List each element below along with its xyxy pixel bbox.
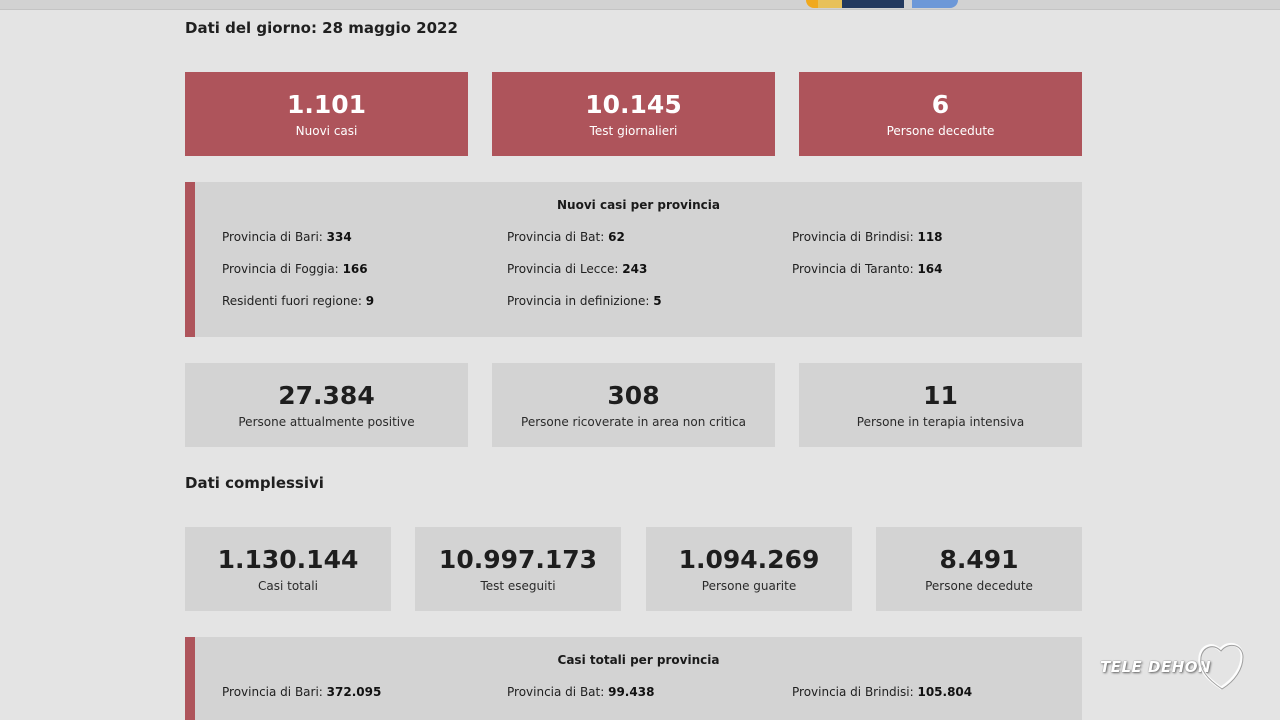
tv-channel-watermark: TELE DEHON [1100, 638, 1260, 698]
province-item-bat: Provincia di Bat: 62 [507, 230, 625, 244]
logo-fragment [806, 0, 818, 8]
stat-value: 8.491 [939, 545, 1019, 574]
province-item-brindisi: Provincia di Brindisi: 105.804 [792, 685, 972, 699]
stat-label: Test eseguiti [480, 579, 556, 593]
province-value: 164 [917, 262, 943, 276]
province-label: Provincia di Bari: [222, 685, 323, 699]
province-label: Provincia di Bat: [507, 230, 605, 244]
province-label: Provincia di Lecce: [507, 262, 619, 276]
province-item-bat: Provincia di Bat: 99.438 [507, 685, 654, 699]
stat-value: 10.997.173 [438, 545, 598, 574]
totals-section-title: Dati complessivi [185, 474, 324, 492]
stat-label: Persone ricoverate in area non critica [521, 415, 746, 429]
stat-card-hospitalized: 308 Persone ricoverate in area non criti… [492, 363, 775, 447]
province-item-bari: Provincia di Bari: 334 [222, 230, 352, 244]
province-value: 99.438 [608, 685, 655, 699]
province-label: Provincia di Brindisi: [792, 685, 914, 699]
watermark-text: TELE DEHON [1100, 658, 1212, 676]
stat-label: Nuovi casi [295, 124, 358, 138]
province-item-brindisi: Provincia di Brindisi: 118 [792, 230, 943, 244]
site-header-strip [0, 0, 1280, 10]
province-label: Provincia di Foggia: [222, 262, 339, 276]
panel-title: Nuovi casi per provincia [557, 198, 720, 212]
province-value: 105.804 [917, 685, 973, 699]
stat-value: 27.384 [278, 381, 375, 410]
stat-card-recovered: 1.094.269 Persone guarite [646, 527, 852, 611]
stat-value: 1.101 [286, 90, 367, 119]
province-value: 334 [326, 230, 352, 244]
stat-value: 1.094.269 [678, 545, 820, 574]
stat-card-new-cases: 1.101 Nuovi casi [185, 72, 468, 156]
new-cases-by-province-panel: Nuovi casi per provincia Provincia di Ba… [185, 182, 1082, 337]
province-value: 166 [342, 262, 368, 276]
stat-label: Casi totali [258, 579, 318, 593]
stat-card-daily-deaths: 6 Persone decedute [799, 72, 1082, 156]
stat-card-intensive-care: 11 Persone in terapia intensiva [799, 363, 1082, 447]
province-value: 372.095 [326, 685, 382, 699]
province-label: Provincia di Brindisi: [792, 230, 914, 244]
province-item-bari: Provincia di Bari: 372.095 [222, 685, 381, 699]
daily-section-title: Dati del giorno: 28 maggio 2022 [185, 19, 458, 37]
stat-label: Persone decedute [886, 124, 995, 138]
province-label: Provincia di Taranto: [792, 262, 914, 276]
province-label: Residenti fuori regione: [222, 294, 362, 308]
stat-card-currently-positive: 27.384 Persone attualmente positive [185, 363, 468, 447]
province-value: 62 [608, 230, 625, 244]
stat-label: Persone decedute [925, 579, 1033, 593]
province-item-undefined: Provincia in definizione: 5 [507, 294, 662, 308]
stat-value: 308 [607, 381, 660, 410]
province-value: 5 [653, 294, 662, 308]
logo-fragment [912, 0, 958, 8]
province-item-out-of-region: Residenti fuori regione: 9 [222, 294, 374, 308]
total-cases-by-province-panel: Casi totali per provincia Provincia di B… [185, 637, 1082, 720]
panel-title: Casi totali per provincia [557, 653, 720, 667]
stat-value: 1.130.144 [217, 545, 359, 574]
province-label: Provincia di Bari: [222, 230, 323, 244]
province-item-taranto: Provincia di Taranto: 164 [792, 262, 943, 276]
stat-value: 6 [931, 90, 950, 119]
province-item-foggia: Provincia di Foggia: 166 [222, 262, 368, 276]
stat-value: 10.145 [585, 90, 682, 119]
province-value: 118 [917, 230, 943, 244]
province-label: Provincia in definizione: [507, 294, 650, 308]
stat-label: Persone attualmente positive [238, 415, 415, 429]
stat-label: Persone in terapia intensiva [856, 415, 1025, 429]
stat-card-total-cases: 1.130.144 Casi totali [185, 527, 391, 611]
stat-card-daily-tests: 10.145 Test giornalieri [492, 72, 775, 156]
stat-value: 11 [923, 381, 958, 410]
stat-label: Test giornalieri [589, 124, 678, 138]
stat-card-total-tests: 10.997.173 Test eseguiti [415, 527, 621, 611]
province-value: 9 [365, 294, 375, 308]
stat-card-total-deaths: 8.491 Persone decedute [876, 527, 1082, 611]
stat-label: Persone guarite [701, 579, 797, 593]
province-value: 243 [622, 262, 648, 276]
heart-logo-icon [1198, 642, 1244, 690]
logo-fragment [818, 0, 842, 8]
province-item-lecce: Provincia di Lecce: 243 [507, 262, 647, 276]
province-label: Provincia di Bat: [507, 685, 605, 699]
logo-fragment [842, 0, 904, 8]
